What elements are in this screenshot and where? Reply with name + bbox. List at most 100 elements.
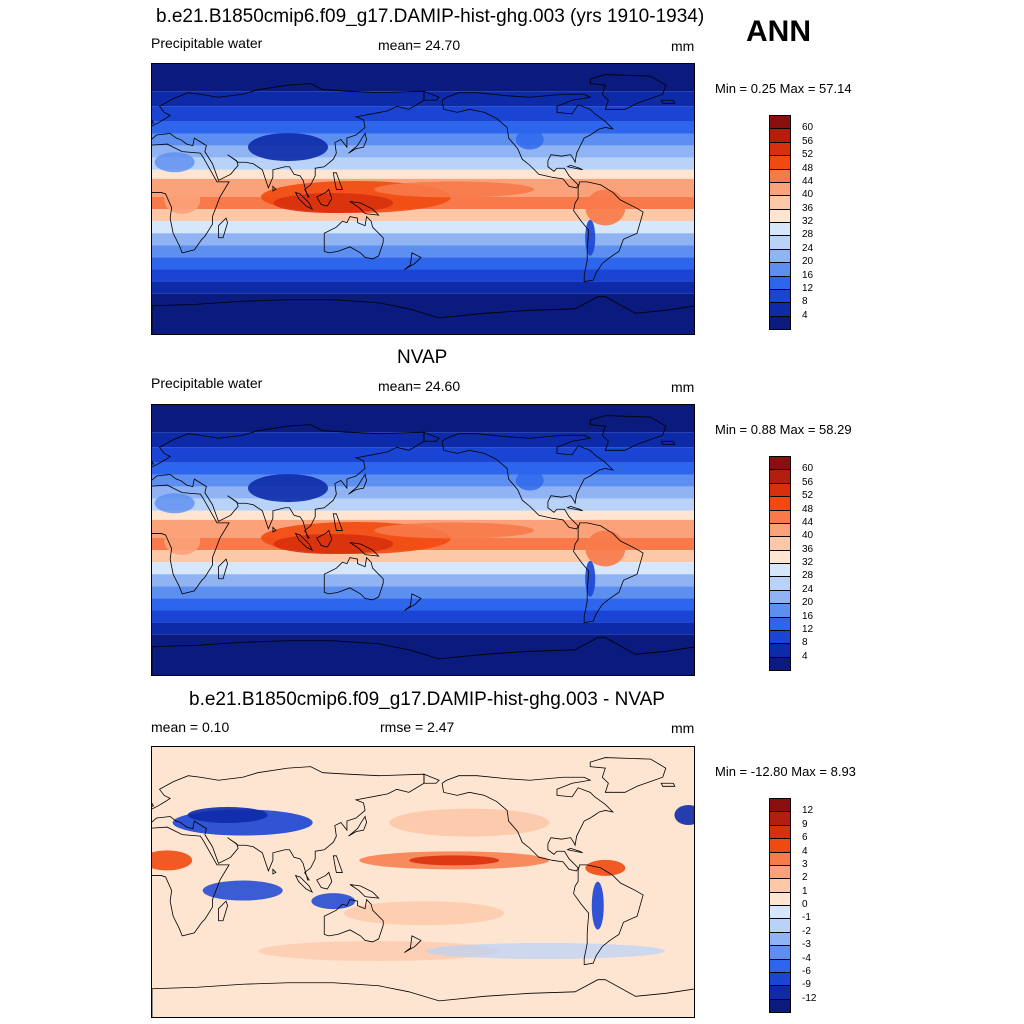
- field-band: [152, 64, 694, 92]
- field-band: [152, 598, 694, 611]
- colorbar-tick-label: 24: [802, 583, 814, 595]
- field-blob: [389, 808, 550, 837]
- panel-3-minmax: Min = -12.80 Max = 8.93: [715, 764, 856, 779]
- colorbar-box: [769, 851, 791, 866]
- field-band: [152, 586, 694, 599]
- coastline: [332, 855, 343, 873]
- field-band: [152, 245, 694, 258]
- coastline: [294, 191, 314, 210]
- colorbar-tick-label: 56: [802, 135, 814, 147]
- colorbar-tick-label: 0: [802, 899, 808, 910]
- field-blob: [585, 219, 596, 256]
- field-band: [152, 405, 694, 433]
- coastline: [404, 935, 422, 953]
- panel-3-map: [151, 746, 695, 1018]
- colorbar-tick-label: 20: [802, 597, 814, 609]
- coastline: [152, 637, 694, 675]
- field-band: [152, 157, 694, 170]
- colorbar-box: [769, 945, 791, 960]
- coastline: [294, 532, 314, 551]
- coastline: [566, 505, 583, 512]
- coastline: [152, 826, 230, 937]
- colorbar-box: [769, 931, 791, 947]
- coastline: [348, 132, 367, 154]
- field-band: [152, 550, 694, 563]
- field-blob: [374, 522, 535, 539]
- field-blob: [154, 493, 195, 514]
- colorbar-box: [769, 141, 791, 157]
- coastline: [349, 542, 380, 557]
- colorbar-box: [769, 275, 791, 290]
- colorbar-box: [769, 235, 791, 250]
- colorbar-box: [769, 629, 791, 645]
- panel-3-mean-label: mean = 0.10: [151, 719, 230, 735]
- colorbar-tick-label: 52: [802, 490, 814, 502]
- field-band: [152, 145, 694, 158]
- colorbar-tick-label: 48: [802, 503, 814, 515]
- field-blob: [187, 807, 268, 823]
- colorbar-tick-label: 12: [802, 282, 814, 294]
- field-band: [152, 498, 694, 511]
- field-blob: [152, 850, 193, 871]
- field-blob: [248, 133, 328, 162]
- colorbar-box: [769, 905, 791, 920]
- colorbar-tick-label: 56: [802, 476, 814, 488]
- field-band: [152, 634, 694, 675]
- panel-2-variable-label: Precipitable water: [151, 375, 263, 391]
- field-band: [152, 281, 694, 294]
- coastline: [423, 90, 440, 101]
- panel-3-colorbar: 12 9 6 4 3 2 1 0 -1 -2 -3 -4 -6 -9 -12: [769, 798, 816, 1013]
- coastline: [573, 522, 644, 624]
- panel-1-minmax: Min = 0.25 Max = 57.14: [715, 81, 852, 96]
- panel-1-variable-label: Precipitable water: [151, 35, 263, 51]
- field-blob: [515, 129, 544, 150]
- colorbar-box: [769, 985, 791, 1000]
- colorbar-box: [769, 891, 791, 906]
- colorbar-tick-label: 8: [802, 296, 808, 308]
- field-band: [152, 432, 694, 448]
- colorbar-tick-label: 36: [802, 202, 814, 214]
- field-band: [152, 169, 694, 179]
- colorbar-box: [769, 208, 791, 223]
- colorbar-tick-label: 6: [802, 832, 808, 844]
- coastline: [323, 898, 384, 943]
- field-blob: [585, 859, 626, 876]
- panel-2-colorbar: 60 56 52 48 44 40 36 32 28 24 20 16 12 8 4: [769, 456, 813, 671]
- coastline: [152, 424, 425, 539]
- field-band: [152, 257, 694, 270]
- colorbar-tick-label: 32: [802, 557, 814, 568]
- colorbar-tick-label: 4: [802, 650, 808, 662]
- colorbar-tick-label: 28: [802, 229, 814, 241]
- coastline: [441, 92, 615, 189]
- coastline: [152, 143, 230, 254]
- field-band: [152, 209, 694, 222]
- coastline: [660, 440, 676, 445]
- colorbar-tick-label: 60: [802, 463, 814, 475]
- coastline: [272, 868, 277, 875]
- field-band: [152, 91, 694, 107]
- colorbar-box: [769, 509, 791, 524]
- colorbar-tick-label: -1: [802, 912, 811, 924]
- coastline: [573, 181, 644, 283]
- coastline: [566, 164, 583, 171]
- field-band: [152, 486, 694, 499]
- colorbar-box: [769, 482, 791, 498]
- coastline: [323, 556, 384, 601]
- colorbar-tick-label: -12: [802, 992, 817, 1004]
- colorbar-tick-label: 4: [802, 845, 808, 857]
- season-label: ANN: [746, 15, 811, 48]
- panel-3-title: b.e21.B1850cmip6.f09_g17.DAMIP-hist-ghg.…: [189, 689, 665, 710]
- colorbar-box: [769, 222, 791, 237]
- colorbar-tick-label: 2: [802, 872, 808, 884]
- colorbar-box: [769, 469, 791, 484]
- field-band: [152, 121, 694, 134]
- colorbar-tick-label: 1: [802, 885, 808, 897]
- field-band: [152, 106, 694, 122]
- field-band: [152, 447, 694, 463]
- field-blob: [585, 530, 626, 567]
- colorbar-tick-label: 36: [802, 543, 814, 555]
- coastline: [348, 815, 367, 837]
- field-blob: [273, 534, 394, 555]
- field-blob: [164, 186, 201, 214]
- field-blob: [409, 855, 500, 866]
